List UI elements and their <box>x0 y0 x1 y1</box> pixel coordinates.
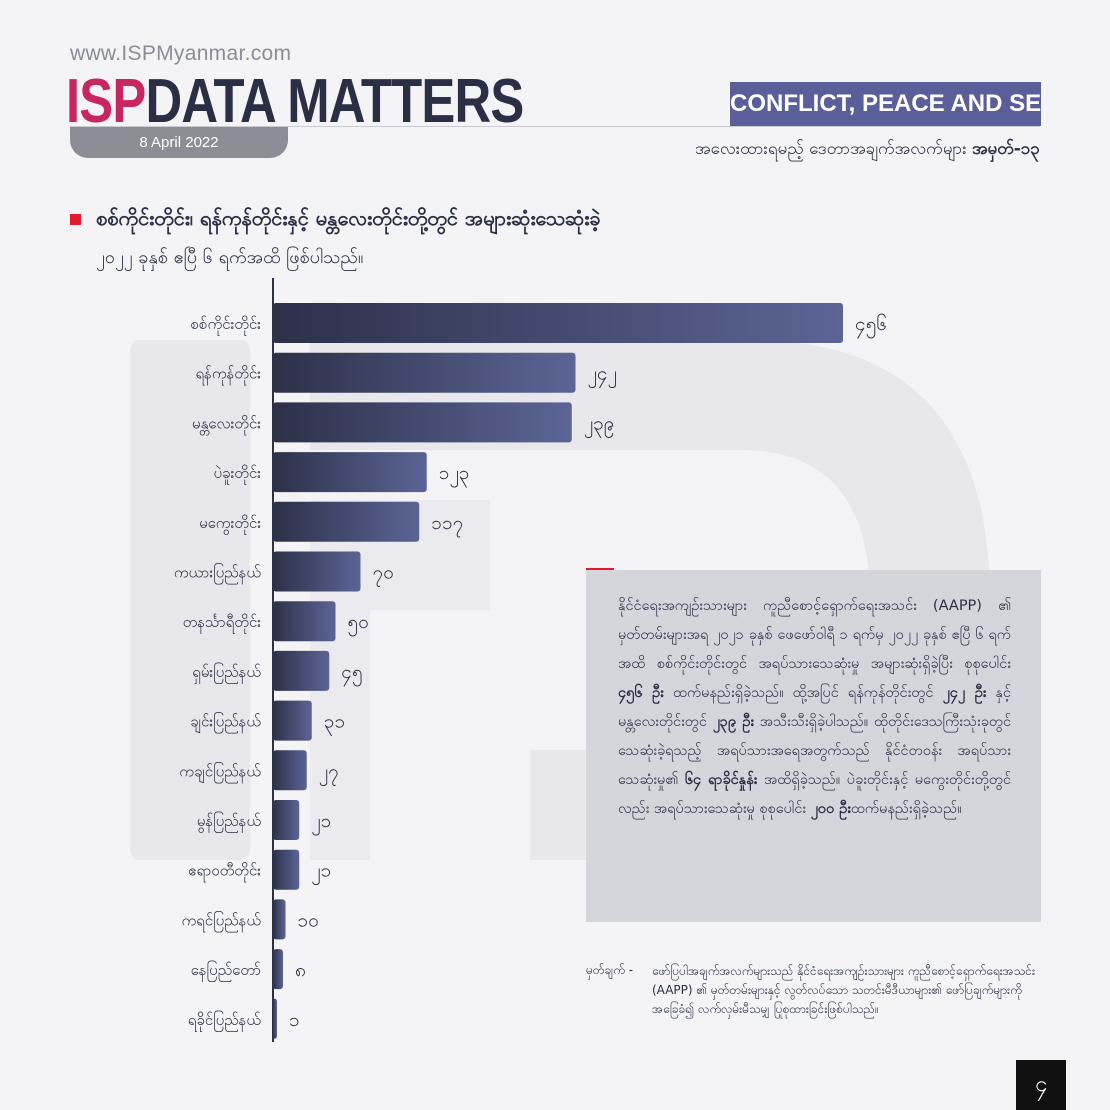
category-label: မကွေးတိုင်း <box>199 514 261 535</box>
source-label: မှတ်ချက် - <box>586 963 634 977</box>
category-label: စစ်ကိုင်းတိုင်း <box>191 315 262 336</box>
category-label: ချင်းပြည်နယ် <box>190 712 261 734</box>
summary-note-box: နိုင်ငံရေးအကျဉ်းသားများ ကူညီစောင့်ရှောက်… <box>586 570 1041 922</box>
category-label: နေပြည်တော် <box>191 960 261 982</box>
note-bold-5: ၂၀၀ ဦး <box>810 801 851 817</box>
bar <box>273 501 420 542</box>
note-part-4: အသီးသီးရှိခဲ့ပါသည်။ ထိုတိုင်းဒေသကြီးသုံး… <box>618 714 1012 788</box>
bar <box>273 899 286 940</box>
bar <box>273 700 312 741</box>
bar <box>273 551 361 592</box>
category-label: ကယားပြည်နယ် <box>174 563 261 585</box>
value-label: ၅၀ <box>348 611 369 637</box>
bar <box>273 750 307 791</box>
bar <box>273 949 283 990</box>
value-label: ၁ <box>289 1009 300 1031</box>
header-divider <box>70 126 1040 127</box>
value-label: ၈ <box>295 959 306 981</box>
bar <box>273 452 427 493</box>
note-bold-3: ၂၃၉ ဦး <box>712 714 755 730</box>
note-part-2: ထက်မနည်းရှိခဲ့သည်။ ထို့အပြင် ရန်ကုန်တိုင… <box>672 685 934 701</box>
value-label: ၂၇ <box>319 760 339 786</box>
value-label: ၂၁ <box>311 810 331 836</box>
category-label: မန္တလေးတိုင်း <box>192 414 261 435</box>
note-part-6: ထက်မနည်းရှိခဲ့သည်။ <box>850 801 962 817</box>
brand-logo: ISPDATA MATTERS <box>66 66 524 137</box>
category-label: ကချင်ပြည်နယ် <box>179 761 261 783</box>
category-label: တနင်္သာရီတိုင်း <box>183 613 262 634</box>
chart-title: စစ်ကိုင်းတိုင်း၊ ရန်ကုန်တိုင်းနှင့် မန္တ… <box>96 206 601 230</box>
bar <box>273 800 300 840</box>
value-label: ၂၁ <box>311 860 331 886</box>
note-bold-4: ၆၄ ရာခိုင်နှုန်း <box>684 772 758 788</box>
category-label: ကရင်ပြည်နယ် <box>181 910 261 932</box>
note-part-3: နှင့် မန္တလေးတိုင်းတွင် <box>618 685 1012 730</box>
date-badge: 8 April 2022 <box>70 127 288 158</box>
value-label: ၂၃၉ <box>584 412 615 438</box>
value-label: ၁၁၇ <box>431 512 463 538</box>
category-label: ပဲခူးတိုင်း <box>213 464 261 485</box>
page-number: ၄ <box>1016 1060 1066 1110</box>
bar <box>273 849 300 890</box>
category-label: ရှမ်းပြည်နယ် <box>192 662 261 684</box>
note-part-5: အထိရှိခဲ့သည်။ ပဲခူးတိုင်းနှင့် မကွေးတိုင… <box>618 772 1011 817</box>
value-label: ၁၂၃ <box>439 462 470 488</box>
bar <box>273 402 572 443</box>
bar <box>273 998 277 1039</box>
bar <box>273 650 330 691</box>
note-bold-1: ၄၅၆ ဦး <box>618 685 664 701</box>
brand-isp: ISP <box>66 67 146 136</box>
site-url: www.ISPMyanmar.com <box>70 42 292 65</box>
category-tag: CONFLICT, PEACE AND SECURITY <box>730 82 1041 126</box>
category-label: မွန်ပြည်နယ် <box>197 811 261 833</box>
category-label: ရခိုင်ပြည်နယ် <box>188 1010 261 1032</box>
value-label: ၄၅၆ <box>855 312 887 339</box>
category-label: ဧရာဝတီတိုင်း <box>188 862 261 883</box>
value-label: ၃၁ <box>324 711 345 737</box>
note-bold-2: ၂၄၂ ဦး <box>942 685 987 701</box>
value-label: ၂၄၂ <box>588 363 617 389</box>
title-marker <box>70 214 81 225</box>
note-part-1: နိုင်ငံရေးအကျဉ်းသားများ ကူညီစောင့်ရှောက်… <box>618 598 1011 672</box>
value-label: ၇၀ <box>373 562 394 588</box>
summary-note-text: နိုင်ငံရေးအကျဉ်းသားများ ကူညီစောင့်ရှောက်… <box>618 592 1011 824</box>
chart-subtitle: ၂၀၂၂ ခုနှစ် ဧပြီ ၆ ရက်အထိ ဖြစ်ပါသည်။ <box>96 247 364 268</box>
value-label: ၁၀ <box>298 909 319 931</box>
bar <box>273 601 336 642</box>
series-label: အလေးထားရမည့် ဒေတာအချက်အလက်များ အမှတ်-၁၃ <box>695 138 1040 163</box>
source-text: ဖော်ပြပါအချက်အလက်များသည် နိုင်ငံရေးအကျဉ်… <box>652 964 1035 1016</box>
series-number: အမှတ်-၁၃ <box>971 139 1040 159</box>
value-label: ၄၅ <box>341 661 362 687</box>
series-name: အလေးထားရမည့် ဒေတာအချက်အလက်များ <box>695 139 967 159</box>
bar <box>273 352 576 393</box>
brand-data-matters: DATA MATTERS <box>145 67 524 136</box>
bar <box>273 303 843 343</box>
category-label: ရန်ကုန်တိုင်း <box>195 365 261 386</box>
